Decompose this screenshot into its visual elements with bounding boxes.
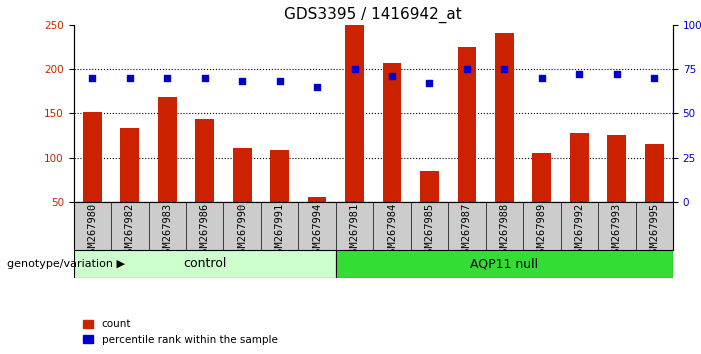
Point — [461, 66, 472, 72]
Text: GSM267986: GSM267986 — [200, 203, 210, 259]
Point — [349, 66, 360, 72]
Point — [274, 79, 285, 84]
Bar — [495, 33, 514, 202]
Point — [386, 73, 397, 79]
Point — [199, 75, 210, 81]
Bar — [271, 149, 289, 202]
Text: GSM267993: GSM267993 — [612, 203, 622, 259]
Point — [536, 75, 547, 81]
Text: GSM267982: GSM267982 — [125, 203, 135, 259]
Text: genotype/variation ▶: genotype/variation ▶ — [7, 259, 125, 269]
Bar — [383, 63, 402, 202]
Text: GSM267987: GSM267987 — [462, 203, 472, 259]
Text: GSM267994: GSM267994 — [312, 203, 322, 259]
Point — [611, 72, 622, 77]
Text: GSM267995: GSM267995 — [649, 203, 659, 259]
Legend: count, percentile rank within the sample: count, percentile rank within the sample — [79, 315, 282, 349]
Bar — [121, 128, 139, 202]
Bar — [196, 120, 214, 202]
Text: control: control — [183, 257, 226, 270]
Point — [648, 75, 660, 81]
Bar — [570, 133, 589, 202]
Bar — [233, 148, 252, 202]
Bar — [420, 171, 439, 202]
Text: AQP11 null: AQP11 null — [470, 257, 538, 270]
Title: GDS3395 / 1416942_at: GDS3395 / 1416942_at — [285, 7, 462, 23]
Bar — [158, 97, 177, 202]
Point — [236, 79, 247, 84]
Bar — [607, 135, 626, 202]
Text: GSM267985: GSM267985 — [425, 203, 435, 259]
Text: GSM267981: GSM267981 — [350, 203, 360, 259]
Text: GSM267989: GSM267989 — [537, 203, 547, 259]
Bar — [533, 153, 551, 202]
Point — [124, 75, 135, 81]
Text: GSM267984: GSM267984 — [387, 203, 397, 259]
Bar — [458, 47, 476, 202]
Text: GSM267980: GSM267980 — [88, 203, 97, 259]
Bar — [83, 112, 102, 202]
Text: GSM267990: GSM267990 — [237, 203, 247, 259]
Point — [499, 66, 510, 72]
FancyBboxPatch shape — [74, 250, 336, 278]
Bar — [645, 144, 664, 202]
Point — [87, 75, 98, 81]
Point — [573, 72, 585, 77]
Point — [424, 80, 435, 86]
Text: GSM267992: GSM267992 — [574, 203, 585, 259]
Text: GSM267991: GSM267991 — [275, 203, 285, 259]
Bar — [345, 25, 364, 202]
Text: GSM267988: GSM267988 — [499, 203, 510, 259]
Point — [311, 84, 322, 90]
Text: GSM267983: GSM267983 — [162, 203, 172, 259]
Point — [162, 75, 173, 81]
Bar — [308, 198, 327, 202]
FancyBboxPatch shape — [336, 250, 673, 278]
